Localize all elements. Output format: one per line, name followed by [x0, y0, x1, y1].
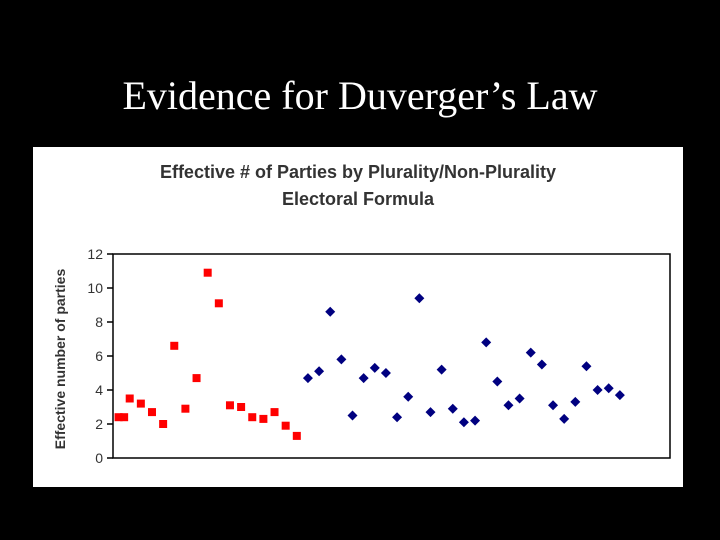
diamond-marker [559, 413, 570, 424]
diamond-marker [492, 376, 503, 387]
square-marker [225, 401, 234, 410]
square-marker [125, 394, 134, 403]
diamond-marker [525, 347, 536, 358]
slide-title: Evidence for Duverger’s Law [122, 73, 598, 118]
square-marker [259, 414, 268, 423]
diamond-marker [581, 361, 592, 372]
y-tick-label: 0 [95, 450, 103, 466]
diamond-marker [514, 393, 525, 404]
diamond-marker [458, 417, 469, 428]
diamond-marker [358, 373, 369, 384]
diamond-marker [380, 368, 391, 378]
square-marker [248, 413, 257, 422]
square-marker [281, 421, 290, 430]
square-marker [136, 399, 145, 408]
square-marker [237, 403, 246, 411]
y-tick-label: 8 [95, 314, 103, 330]
data-points [114, 268, 625, 440]
diamond-marker [447, 403, 458, 414]
chart-title: Effective # of Parties by Plurality/Non-… [33, 159, 683, 213]
diamond-marker [347, 410, 358, 421]
diamond-marker [325, 306, 336, 317]
diamond-marker [414, 293, 425, 304]
square-marker [114, 413, 123, 422]
square-marker [159, 420, 168, 428]
diamond-marker [536, 359, 547, 370]
diamond-marker [603, 383, 614, 394]
square-marker [170, 341, 179, 350]
chart-title-line-2: Electoral Formula [281, 189, 435, 209]
chart-title-line-1: Effective # of Parties by Plurality/Non-… [159, 162, 557, 182]
axes: 0 2 4 6 8 10 12 Effective number of parties [52, 246, 671, 466]
diamond-marker [470, 415, 481, 426]
chart-panel: Effective # of Parties by Plurality/Non-… [33, 147, 683, 487]
diamond-marker [548, 400, 559, 411]
square-marker [270, 408, 279, 417]
square-marker [120, 413, 129, 422]
square-marker [192, 374, 201, 383]
square-marker [292, 431, 301, 440]
y-tick-label: 10 [87, 280, 103, 296]
diamond-marker [503, 400, 514, 411]
diamond-marker [403, 391, 414, 402]
diamond-marker [436, 364, 447, 375]
diamond-marker [369, 362, 380, 373]
square-marker [181, 404, 190, 413]
square-marker [214, 299, 223, 308]
y-tick-label: 2 [95, 416, 103, 432]
diamond-marker [392, 412, 403, 423]
diamond-marker [570, 396, 581, 407]
y-tick-label: 6 [95, 348, 103, 364]
scatter-plot: 0 2 4 6 8 10 12 Effective number of parties [52, 246, 671, 466]
diamond-marker [302, 373, 313, 384]
y-tick-label: 4 [95, 382, 103, 398]
y-axis-label: Effective number of parties [52, 269, 68, 450]
plot-area-frame [112, 253, 671, 459]
diamond-marker [314, 366, 325, 377]
diamond-marker [425, 407, 436, 418]
diamond-marker [481, 337, 492, 348]
diamond-marker [614, 390, 625, 401]
square-marker [203, 268, 212, 277]
diamond-marker [592, 385, 603, 395]
diamond-marker [336, 354, 347, 365]
y-tick-label: 12 [87, 246, 103, 262]
square-marker [147, 408, 156, 417]
